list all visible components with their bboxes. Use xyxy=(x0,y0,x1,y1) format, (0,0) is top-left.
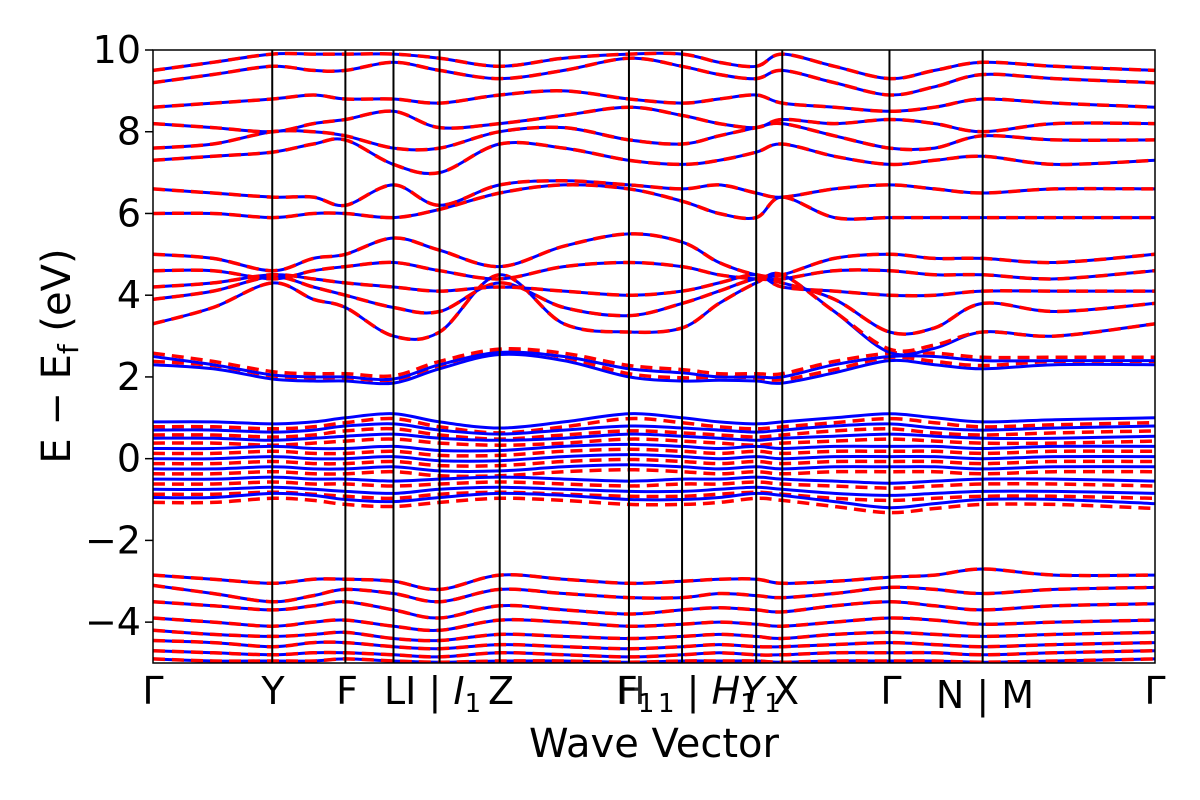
x-tick-label-y: Y xyxy=(260,669,285,713)
band-line-dashed xyxy=(153,616,1155,633)
x-tick-label-h1-sub-a: 1 xyxy=(658,689,675,719)
band-line-solid xyxy=(153,453,1155,463)
y-tick-label: 10 xyxy=(93,28,141,72)
y-axis-label: E − Ef (eV) xyxy=(34,248,85,463)
y-tick-label: 0 xyxy=(117,437,141,481)
bands-layer xyxy=(153,51,1155,663)
plot-frame xyxy=(152,49,1156,664)
x-tick-label-f1-h1: F1 xyxy=(616,669,654,719)
band-line-solid xyxy=(153,350,1155,382)
band-line-dashed xyxy=(153,347,1155,379)
band-line-dashed xyxy=(153,137,1155,176)
y-axis-label-sub: f xyxy=(52,343,85,354)
x-tick-label-y1-sub: 1 xyxy=(764,689,781,719)
x-tick-label-h1-sep: | xyxy=(675,669,712,714)
band-line-dashed xyxy=(153,457,1155,468)
band-line-dashed xyxy=(153,56,1155,97)
band-line-dashed xyxy=(153,480,1155,490)
y-tick-label: 2 xyxy=(117,355,141,399)
band-line-dashed xyxy=(153,437,1155,447)
band-line-dashed xyxy=(153,51,1155,81)
band-line-solid xyxy=(153,232,1155,279)
x-tick-label-i1-sub: 1 xyxy=(465,689,482,719)
x-tick-label-y1: Y1 xyxy=(741,669,781,719)
x-tick-label-z: Z xyxy=(488,669,514,713)
band-line-dashed xyxy=(153,638,1155,651)
x-tick-label-y1-base: Y xyxy=(741,669,767,713)
band-line-dashed xyxy=(153,271,1155,353)
x-axis-label: Wave Vector xyxy=(529,721,780,767)
band-line-solid xyxy=(153,412,1155,430)
x-tick-label-gamma-end: Γ xyxy=(1144,669,1165,713)
band-line-dashed xyxy=(153,260,1155,282)
band-line-solid xyxy=(153,485,1155,497)
band-line-dashed xyxy=(153,648,1155,659)
y-tick-label: −2 xyxy=(85,518,141,562)
band-line-solid xyxy=(153,475,1155,485)
band-line-dashed xyxy=(153,628,1155,643)
band-line-dashed xyxy=(153,349,1155,383)
band-line-dashed xyxy=(153,567,1155,592)
band-line-dashed xyxy=(153,657,1155,663)
y-axis-label-main: E − E xyxy=(34,354,80,464)
band-line-dashed xyxy=(153,447,1155,458)
band-line-solid xyxy=(153,432,1155,442)
x-tick-label-gamma-mid: Γ xyxy=(880,669,901,713)
band-line-dashed xyxy=(153,275,1155,336)
y-tick-label: 8 xyxy=(117,110,141,154)
band-line-dashed xyxy=(153,105,1155,134)
x-tick-label-f1-base: F xyxy=(616,669,638,713)
x-tick-label-h-overlap: H xyxy=(617,669,646,713)
x-tick-label-i1-base: I xyxy=(453,669,464,713)
x-tick-label-i-sep: I | xyxy=(405,669,453,714)
band-line-solid xyxy=(153,463,1155,473)
x-tick-label-x: X xyxy=(773,669,799,713)
y-axis-ticks: 10 8 6 4 2 0 −2 −4 xyxy=(85,28,153,644)
x-tick-label-l: L xyxy=(384,669,405,713)
band-line-dashed xyxy=(153,121,1155,152)
band-line-dashed xyxy=(153,416,1155,435)
x-tick-label-h1-sub: 1 xyxy=(740,689,757,719)
x-tick-label-f1-sub: 1 xyxy=(638,689,655,719)
band-line-dashed xyxy=(153,183,1155,221)
y-tick-label: 6 xyxy=(117,191,141,235)
x-axis-tick-labels: Γ Y F LI | I1 Z F1 H 1 | H1 Y1 X Γ N | M… xyxy=(142,669,1165,719)
x-tick-label-h1-group: 1 | H1 xyxy=(658,669,757,719)
band-line-dashed xyxy=(153,89,1155,114)
x-tick-label-h1-base: H xyxy=(712,669,741,713)
band-line-solid xyxy=(153,352,1155,386)
band-line-dashed xyxy=(153,426,1155,441)
y-tick-label: −4 xyxy=(85,600,141,644)
band-line-solid xyxy=(153,422,1155,436)
band-line-dashed xyxy=(153,583,1155,604)
band-line-solid xyxy=(153,491,1155,510)
band-line-solid xyxy=(153,442,1155,453)
band-line-solid xyxy=(153,273,1155,298)
band-line-dashed xyxy=(153,179,1155,208)
band-line-dashed xyxy=(153,599,1155,620)
x-tick-label-n-m: N | M xyxy=(936,673,1034,718)
high-symmetry-lines xyxy=(271,50,984,663)
band-line-dashed xyxy=(153,496,1155,515)
y-axis-label-unit: (eV) xyxy=(34,248,80,344)
band-line-dashed xyxy=(153,467,1155,479)
band-line-dashed xyxy=(153,490,1155,503)
y-tick-label: 4 xyxy=(117,273,141,317)
x-tick-label-f: F xyxy=(336,669,358,713)
x-tick-label-gamma-start: Γ xyxy=(142,669,163,713)
x-tick-label-l-i: LI | I1 xyxy=(384,669,481,719)
